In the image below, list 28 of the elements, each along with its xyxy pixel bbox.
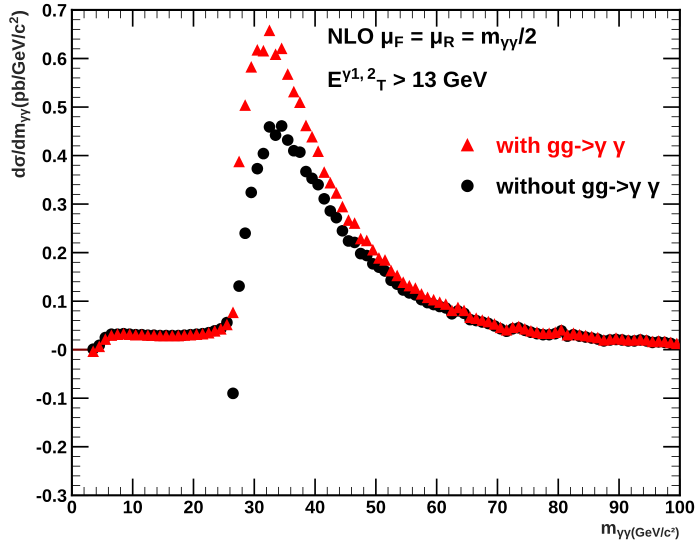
y-axis-title: dσ/dm$_{γγ}$(pb/GeV/c$^{2}$) (9, 11, 30, 178)
x-tick-label: 90 (610, 500, 628, 514)
y-tick-label: 0.7 (42, 4, 66, 17)
x-tick-label: 100 (666, 500, 694, 514)
x-axis-title: m$_{γγ(GeV/c²)}$ (602, 524, 679, 540)
y-tick-label: 0.4 (42, 150, 67, 162)
x-tick-label: 80 (548, 500, 568, 514)
annotation: E$^{γ1,2}$$_{T}$ > 13 GeV (328, 68, 488, 91)
x-tick-label: 20 (184, 500, 203, 514)
y-tick-label: 0.3 (42, 198, 66, 211)
x-tick-label: 30 (244, 500, 264, 514)
y-tick-label: -0.2 (36, 440, 66, 454)
annotation: NLO μ$_{F}$ = μ$_{R}$ = m$_{γγ}$/2 (328, 28, 536, 50)
x-tick-label: 0 (68, 500, 76, 514)
x-tick-label: 60 (427, 500, 446, 514)
y-tick-label: 0.2 (42, 246, 66, 260)
y-tick-label: 0.1 (42, 295, 67, 308)
y-tick-label: -0.3 (36, 489, 66, 502)
x-tick-label: 50 (366, 500, 386, 514)
legend-label: with gg->γ γ (496, 136, 626, 158)
y-tick-label: -0 (52, 344, 66, 356)
y-tick-label: 0.6 (42, 52, 66, 66)
legend-label: without gg->γ γ (496, 178, 660, 198)
x-tick-label: 10 (124, 500, 142, 514)
y-tick-label: 0.5 (42, 100, 67, 114)
x-tick-label: 40 (305, 500, 324, 514)
x-tick-label: 70 (488, 500, 507, 514)
y-tick-label: -0.1 (36, 392, 67, 405)
